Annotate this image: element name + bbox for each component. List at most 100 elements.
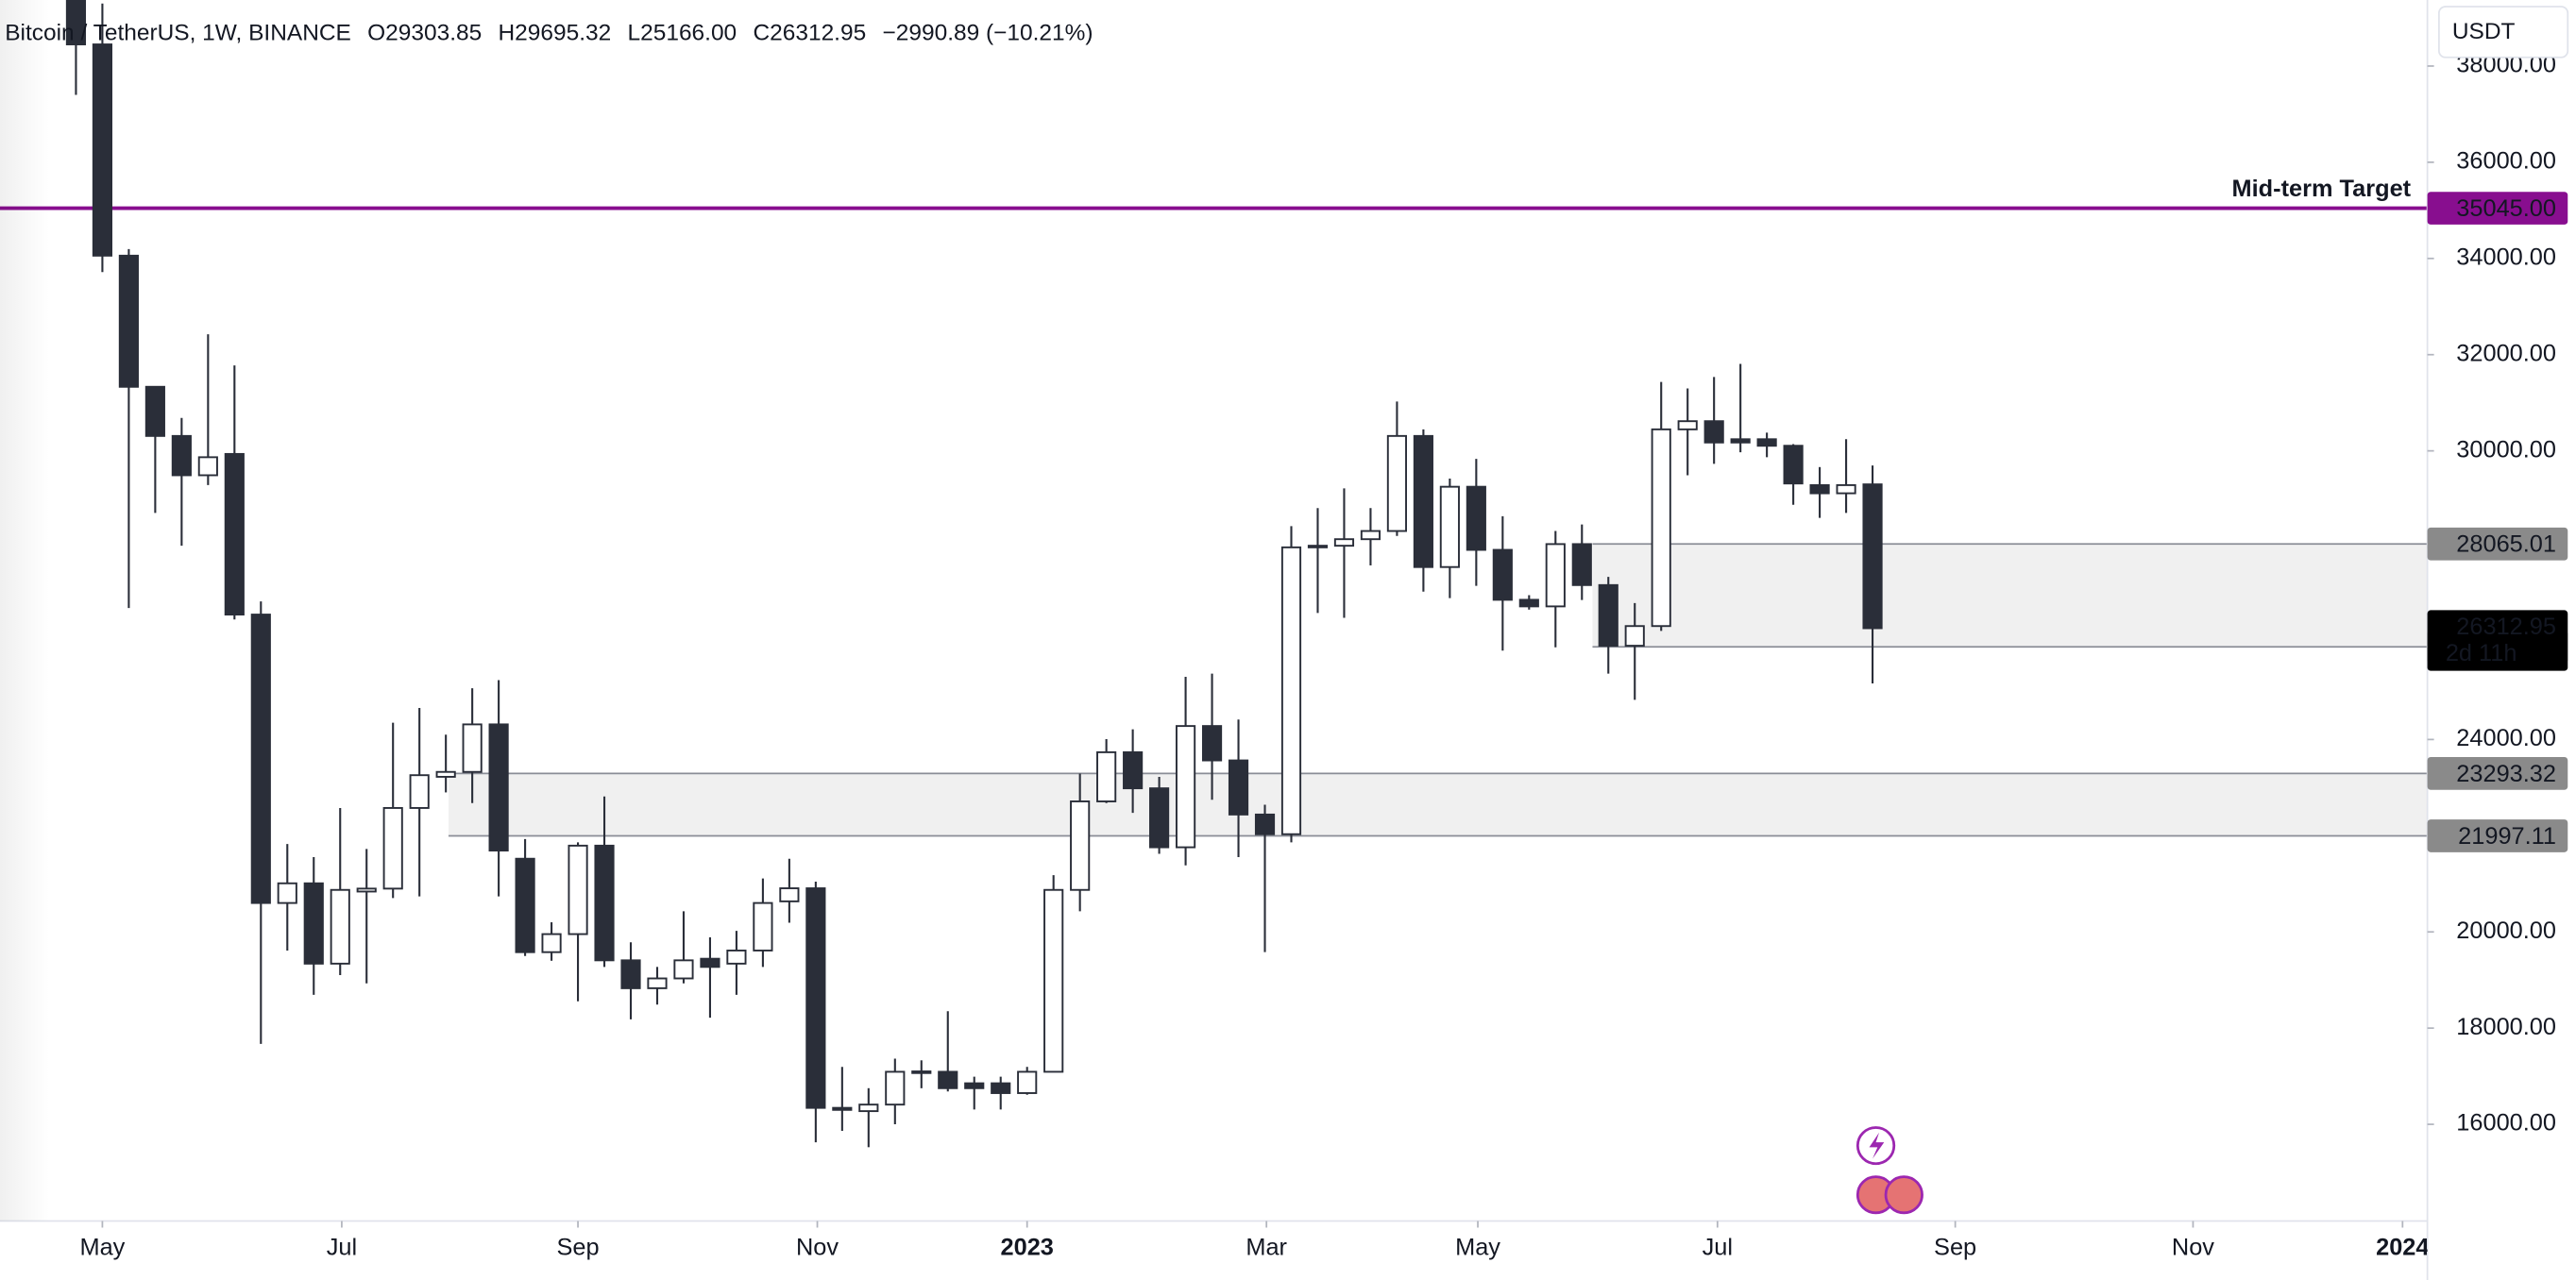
candle-body bbox=[964, 1082, 985, 1089]
candle-body bbox=[277, 882, 297, 904]
candle-body bbox=[1149, 787, 1170, 849]
candle-body bbox=[805, 887, 826, 1109]
candle-body bbox=[1651, 428, 1671, 628]
candle-body bbox=[1836, 483, 1856, 495]
x-tick-label: 2024 bbox=[2376, 1235, 2429, 1261]
candle-body bbox=[779, 887, 800, 902]
countdown-text: 2d 11h bbox=[2446, 640, 2517, 666]
x-tick-label: Mar bbox=[1246, 1235, 1287, 1261]
candle-body bbox=[726, 949, 747, 965]
candle-body bbox=[488, 723, 509, 852]
zone-bottom-label-box bbox=[2427, 819, 2568, 852]
zone-top-label-text: 28065.01 bbox=[2456, 531, 2556, 558]
candle-body bbox=[250, 614, 271, 904]
candle-body bbox=[1571, 543, 1592, 586]
open-label: O29303.85 bbox=[367, 21, 482, 46]
y-tick-label: 18000.00 bbox=[2456, 1014, 2556, 1040]
candle-body bbox=[1017, 1070, 1038, 1094]
candle-body bbox=[65, 0, 87, 45]
candle-body bbox=[700, 957, 720, 968]
candle-body bbox=[1360, 530, 1381, 541]
edge-fade bbox=[0, 0, 50, 1221]
x-tick-label: Jul bbox=[327, 1235, 357, 1261]
x-tick-label: Jul bbox=[1703, 1235, 1733, 1261]
candle-body bbox=[1413, 434, 1433, 568]
last-price-box bbox=[2427, 610, 2568, 671]
candle-body bbox=[647, 977, 668, 989]
low-label: L25166.00 bbox=[628, 21, 737, 46]
target-label-box bbox=[2427, 192, 2568, 225]
x-tick-label: 2023 bbox=[1001, 1235, 1054, 1261]
candle-body bbox=[1545, 543, 1566, 608]
candle-body bbox=[1123, 750, 1144, 790]
candle-body bbox=[1783, 445, 1804, 485]
target-name: Mid-term Target bbox=[2232, 176, 2412, 202]
last-price-text: 26312.95 bbox=[2456, 614, 2556, 640]
candle-body bbox=[92, 43, 113, 257]
candle-body bbox=[1201, 725, 1223, 762]
y-tick-label: 30000.00 bbox=[2456, 436, 2556, 463]
candle-body bbox=[356, 887, 377, 893]
flag-icon bbox=[1884, 1175, 1924, 1215]
candle-body bbox=[1730, 438, 1751, 444]
candle-body bbox=[673, 959, 694, 980]
x-tick-label: Sep bbox=[1934, 1235, 1976, 1261]
candle-body bbox=[1862, 483, 1883, 630]
candle-body bbox=[885, 1070, 906, 1106]
candle-body bbox=[1386, 434, 1407, 532]
candle-body bbox=[911, 1070, 932, 1074]
currency-box[interactable] bbox=[2437, 6, 2569, 59]
candle-body bbox=[382, 807, 403, 890]
candle-body bbox=[1809, 483, 1830, 495]
candle-body bbox=[991, 1082, 1011, 1094]
candle-body bbox=[1439, 485, 1460, 568]
candle-body bbox=[1703, 420, 1724, 444]
candle-body bbox=[858, 1103, 879, 1113]
candle-body bbox=[118, 254, 139, 388]
candle-body bbox=[1070, 800, 1091, 891]
y-tick-label: 16000.00 bbox=[2456, 1110, 2556, 1137]
symbol: Bitcoin / TetherUS, 1W, BINANCE bbox=[5, 21, 351, 46]
candle-body bbox=[197, 456, 218, 477]
zones bbox=[0, 206, 2428, 837]
zone bbox=[448, 773, 2428, 836]
candle-body bbox=[1333, 538, 1355, 547]
candle-body bbox=[753, 901, 773, 952]
lightning-bolt bbox=[1869, 1132, 1885, 1159]
labels: 28065.0125925.5523293.3221997.11Mid-term… bbox=[2232, 176, 2568, 852]
candle-body bbox=[1492, 548, 1513, 601]
candle-body bbox=[462, 723, 483, 773]
event-icons bbox=[1856, 1126, 1924, 1215]
x-tick-label: Nov bbox=[796, 1235, 839, 1261]
candle-body bbox=[1175, 725, 1196, 849]
zone-top-label-box bbox=[2427, 757, 2568, 790]
zone-top-label-box bbox=[2427, 527, 2568, 561]
candle-body bbox=[435, 770, 456, 778]
candle-body bbox=[171, 434, 192, 477]
candle-body bbox=[1756, 438, 1777, 447]
candle-body bbox=[1254, 813, 1276, 835]
candle-body bbox=[144, 385, 165, 437]
zone-top-label-text: 23293.32 bbox=[2456, 761, 2556, 787]
candle-body bbox=[1280, 546, 1302, 835]
high-label: H29695.32 bbox=[499, 21, 612, 46]
candle-body bbox=[832, 1106, 853, 1111]
candle-body bbox=[1624, 625, 1645, 648]
currency-label[interactable]: USDT bbox=[2452, 19, 2516, 44]
x-tick-label: May bbox=[79, 1235, 125, 1261]
candle-body bbox=[938, 1070, 958, 1089]
change-label: −2990.89 (−10.21%) bbox=[882, 21, 1093, 46]
x-tick-label: May bbox=[1455, 1235, 1500, 1261]
zone bbox=[1592, 544, 2428, 648]
y-tick-label: 36000.00 bbox=[2456, 148, 2556, 175]
header: Bitcoin / TetherUS, 1W, BINANCE O29303.8… bbox=[5, 21, 1093, 46]
target-label-text: 35045.00 bbox=[2456, 195, 2556, 222]
candle-body bbox=[1518, 598, 1539, 608]
currency-button[interactable]: USDT bbox=[2437, 6, 2569, 59]
candle-body bbox=[409, 774, 430, 809]
candle-body bbox=[1307, 545, 1329, 548]
x-tick-label: Nov bbox=[2172, 1235, 2214, 1261]
candle-body bbox=[1466, 485, 1486, 551]
candle-body bbox=[1096, 750, 1117, 802]
